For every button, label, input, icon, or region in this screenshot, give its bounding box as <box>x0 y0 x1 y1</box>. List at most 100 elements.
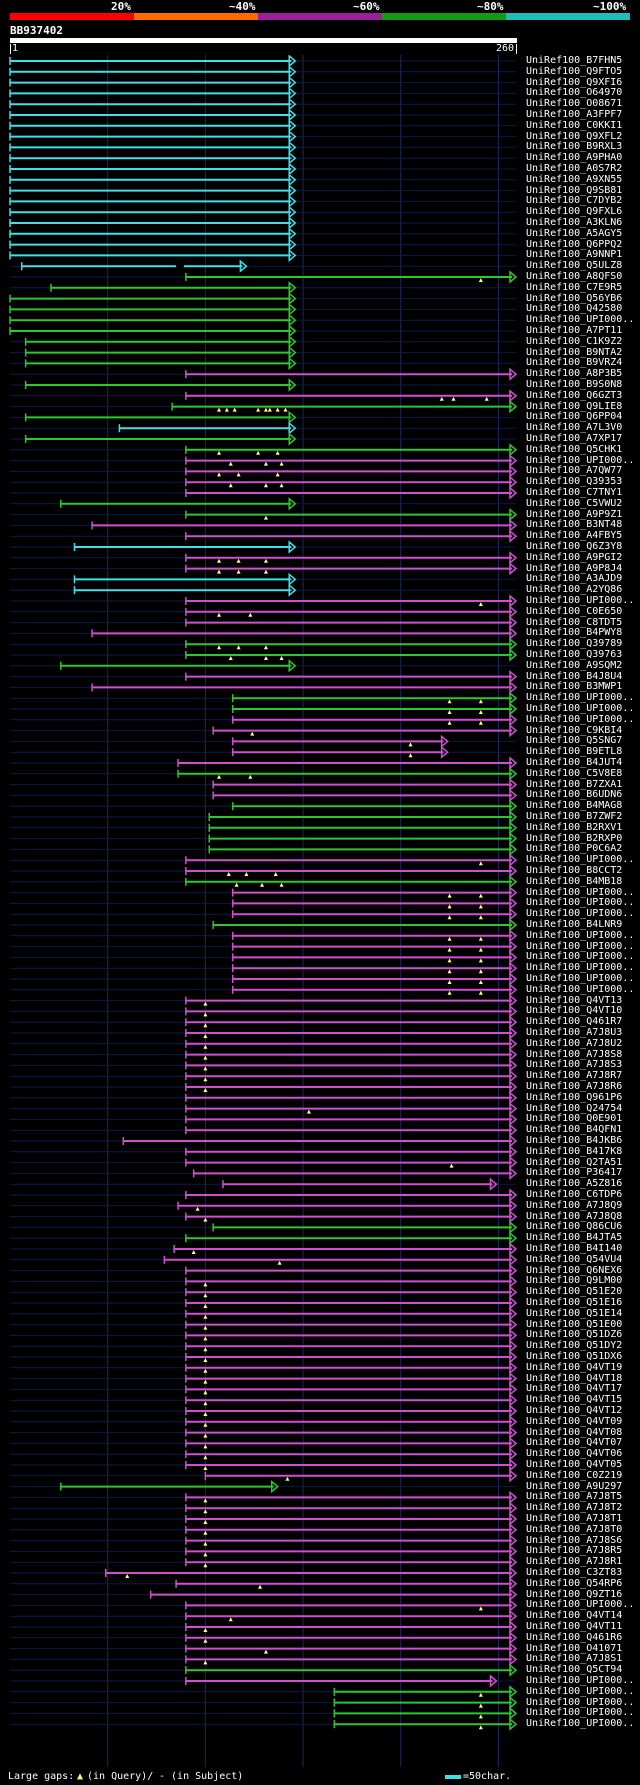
hit-label[interactable]: UniRef100_B6UDN6 <box>526 789 623 801</box>
hit-label[interactable]: UniRef100_Q9XFI6 <box>526 76 623 88</box>
hit-label[interactable]: UniRef100_B4JUT4 <box>526 757 623 768</box>
hit-label[interactable]: UniRef100_UPI000.. <box>526 962 635 974</box>
hit-label[interactable]: UniRef100_Q4VT08 <box>526 1426 623 1438</box>
hit-label[interactable]: UniRef100_O41071 <box>526 1642 623 1654</box>
hit-label[interactable]: UniRef100_Q4VT09 <box>526 1415 623 1427</box>
hit-label[interactable]: UniRef100_A7J8U2 <box>526 1037 623 1049</box>
hit-label[interactable]: UniRef100_A7J8U3 <box>526 1027 623 1038</box>
hit-label[interactable]: UniRef100_A9SQM2 <box>526 659 623 671</box>
hit-label[interactable]: UniRef100_Q6GZT3 <box>526 389 623 401</box>
hit-label[interactable]: UniRef100_C5VWU2 <box>526 497 623 509</box>
hit-label[interactable]: UniRef100_UPI000.. <box>526 854 635 866</box>
hit-label[interactable]: UniRef100_B3NT48 <box>526 519 623 531</box>
hit-label[interactable]: UniRef100_UPI000.. <box>526 1675 635 1686</box>
hit-label[interactable]: UniRef100_A7J8R7 <box>526 1070 623 1082</box>
hit-label[interactable]: UniRef100_B4JTA5 <box>526 1232 623 1244</box>
hit-label[interactable]: UniRef100_B4J8U4 <box>526 670 623 682</box>
hit-label[interactable]: UniRef100_UPI000.. <box>526 713 635 725</box>
hit-label[interactable]: UniRef100_B9VRZ4 <box>526 357 623 369</box>
hit-label[interactable]: UniRef100_A4FBY5 <box>526 530 623 542</box>
hit-label[interactable]: UniRef100_Q51DY2 <box>526 1340 623 1352</box>
hit-label[interactable]: UniRef100_A9NNP1 <box>526 249 623 261</box>
hit-label[interactable]: UniRef100_Q6PP04 <box>526 411 623 423</box>
hit-label[interactable]: UniRef100_B9S0N8 <box>526 379 623 390</box>
hit-label[interactable]: UniRef100_A9P9Z1 <box>526 508 623 520</box>
hit-label[interactable]: UniRef100_UPI000.. <box>526 703 635 714</box>
hit-label[interactable]: UniRef100_B417K8 <box>526 1145 623 1157</box>
hit-label[interactable]: UniRef100_B9ETL8 <box>526 746 623 758</box>
hit-label[interactable]: UniRef100_C8TDT5 <box>526 616 623 628</box>
hit-label[interactable]: UniRef100_Q5CHK1 <box>526 443 623 455</box>
hit-label[interactable]: UniRef100_A8P3B5 <box>526 368 623 380</box>
hit-label[interactable]: UniRef100_Q4VT05 <box>526 1459 623 1470</box>
hit-label[interactable]: UniRef100_A7L3V0 <box>526 422 623 434</box>
hit-label[interactable]: UniRef100_A9U297 <box>526 1480 623 1492</box>
hit-label[interactable]: UniRef100_UPI000.. <box>526 973 635 984</box>
hit-label[interactable]: UniRef100_UPI000.. <box>526 692 635 704</box>
hit-label[interactable]: UniRef100_Q86CU6 <box>526 1221 623 1233</box>
hit-label[interactable]: UniRef100_Q4VT14 <box>526 1610 623 1622</box>
hit-label[interactable]: UniRef100_A7J8S3 <box>526 1059 623 1071</box>
hit-label[interactable]: UniRef100_Q54RP6 <box>526 1577 623 1589</box>
hit-label[interactable]: UniRef100_A5Z816 <box>526 1178 623 1190</box>
hit-label[interactable]: UniRef100_A7XP17 <box>526 433 623 444</box>
hit-label[interactable]: UniRef100_C0Z219 <box>526 1469 623 1481</box>
hit-label[interactable]: UniRef100_UPI000.. <box>526 886 635 898</box>
hit-label[interactable]: UniRef100_Q56YB6 <box>526 292 623 304</box>
hit-label[interactable]: UniRef100_C7E9R5 <box>526 281 623 293</box>
hit-label[interactable]: UniRef100_A7J8S6 <box>526 1534 623 1546</box>
hit-label[interactable]: UniRef100_C9KBI4 <box>526 724 623 736</box>
hit-label[interactable]: UniRef100_Q461R7 <box>526 1016 623 1028</box>
hit-label[interactable]: UniRef100_B3MWP1 <box>526 681 623 693</box>
hit-label[interactable]: UniRef100_A8QFS0 <box>526 271 623 282</box>
hit-label[interactable]: UniRef100_Q9FXL6 <box>526 206 623 218</box>
hit-label[interactable]: UniRef100_O64970 <box>526 87 623 99</box>
hit-label[interactable]: UniRef100_UPI000.. <box>526 983 635 995</box>
hit-label[interactable]: UniRef100_O08671 <box>526 98 623 110</box>
hit-label[interactable]: UniRef100_UPI000.. <box>526 897 635 909</box>
hit-label[interactable]: UniRef100_B2RXV1 <box>526 821 623 833</box>
hit-label[interactable]: UniRef100_B4PWY8 <box>526 627 623 639</box>
hit-label[interactable]: UniRef100_Q4VT18 <box>526 1372 623 1384</box>
hit-label[interactable]: UniRef100_UPI000.. <box>526 595 635 606</box>
hit-label[interactable]: UniRef100_Q51DX6 <box>526 1351 623 1362</box>
hit-label[interactable]: UniRef100_C1K9Z2 <box>526 335 623 347</box>
hit-label[interactable]: UniRef100_B9NTA2 <box>526 346 623 358</box>
hit-label[interactable]: UniRef100_A7J8T1 <box>526 1513 623 1524</box>
hit-label[interactable]: UniRef100_UPI000.. <box>526 940 635 952</box>
hit-label[interactable]: UniRef100_Q51E14 <box>526 1307 623 1319</box>
hit-label[interactable]: UniRef100_Q42580 <box>526 303 623 315</box>
hit-label[interactable]: UniRef100_A3KLN6 <box>526 217 623 228</box>
hit-label[interactable]: UniRef100_UPI000.. <box>526 314 635 326</box>
hit-label[interactable]: UniRef100_UPI000.. <box>526 454 635 466</box>
hit-label[interactable]: UniRef100_A2YQ86 <box>526 584 623 596</box>
hit-label[interactable]: UniRef100_Q4VT19 <box>526 1361 623 1373</box>
hit-label[interactable]: UniRef100_B2RXP0 <box>526 832 623 844</box>
hit-label[interactable]: UniRef100_B7ZWF2 <box>526 811 623 822</box>
hit-label[interactable]: UniRef100_C0KKI1 <box>526 119 623 131</box>
hit-label[interactable]: UniRef100_B4LNR9 <box>526 919 623 930</box>
hit-label[interactable]: UniRef100_A7J8T5 <box>526 1491 623 1503</box>
hit-label[interactable]: UniRef100_C7DYB2 <box>526 195 623 207</box>
hit-label[interactable]: UniRef100_B7FHN5 <box>526 55 623 66</box>
hit-label[interactable]: UniRef100_Q5SNG7 <box>526 735 623 747</box>
hit-label[interactable]: UniRef100_Q4VT07 <box>526 1437 623 1449</box>
hit-label[interactable]: UniRef100_C5V8E8 <box>526 767 623 779</box>
hit-label[interactable]: UniRef100_A7J8Q8 <box>526 1210 623 1222</box>
hit-label[interactable]: UniRef100_UPI000.. <box>526 1685 635 1697</box>
hit-label[interactable]: UniRef100_A7J8R1 <box>526 1556 623 1568</box>
hit-label[interactable]: UniRef100_P36417 <box>526 1167 623 1179</box>
hit-label[interactable]: UniRef100_Q51E00 <box>526 1318 623 1330</box>
hit-label[interactable]: UniRef100_A7J8T2 <box>526 1502 623 1514</box>
hit-label[interactable]: UniRef100_UPI000.. <box>526 951 635 963</box>
hit-label[interactable]: UniRef100_Q9XFL2 <box>526 130 623 142</box>
hit-label[interactable]: UniRef100_Q4VT12 <box>526 1405 623 1416</box>
hit-label[interactable]: UniRef100_UPI000.. <box>526 1718 635 1730</box>
hit-label[interactable]: UniRef100_Q0E901 <box>526 1113 623 1125</box>
hit-label[interactable]: UniRef100_Q4VT13 <box>526 994 623 1006</box>
hit-label[interactable]: UniRef100_Q4VT17 <box>526 1383 623 1395</box>
hit-label[interactable]: UniRef100_UPI000.. <box>526 1599 635 1611</box>
hit-label[interactable]: UniRef100_Q461R6 <box>526 1631 623 1643</box>
hit-label[interactable]: UniRef100_Q39763 <box>526 649 623 660</box>
hit-label[interactable]: UniRef100_Q5CT94 <box>526 1664 623 1676</box>
